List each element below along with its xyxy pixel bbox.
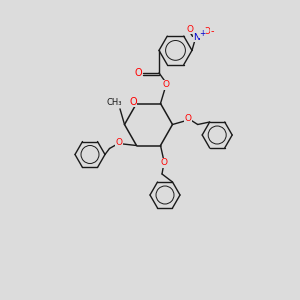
Text: CH₃: CH₃ [107,98,122,107]
Text: O: O [162,80,169,89]
Text: O: O [134,68,142,78]
Text: O: O [203,27,210,36]
Text: O: O [184,114,192,123]
Text: -: - [211,26,214,36]
Text: N: N [193,33,200,42]
Text: O: O [129,97,137,107]
Text: O: O [160,158,168,167]
Text: O: O [116,138,123,147]
Text: O: O [186,25,193,34]
Text: +: + [199,29,206,38]
